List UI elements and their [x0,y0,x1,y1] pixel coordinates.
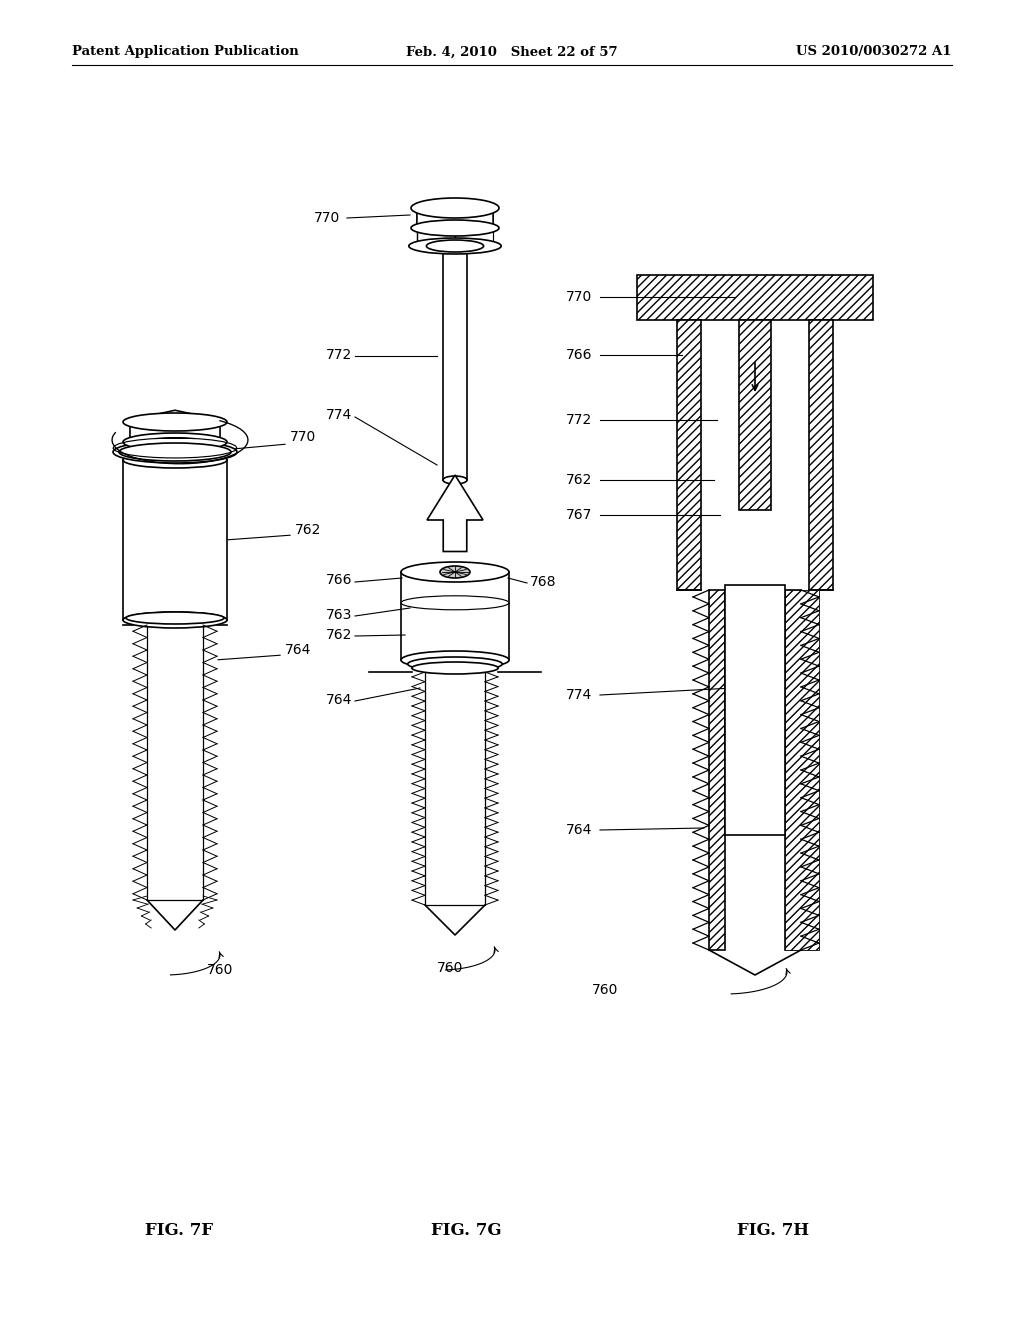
Ellipse shape [401,562,509,582]
Ellipse shape [126,612,224,624]
Text: FIG. 7F: FIG. 7F [145,1222,213,1238]
Text: 760: 760 [592,983,618,997]
Ellipse shape [123,433,227,451]
Text: 770: 770 [313,211,340,224]
Ellipse shape [113,441,237,463]
Ellipse shape [411,220,499,236]
Text: FIG. 7H: FIG. 7H [737,1222,809,1238]
Text: Feb. 4, 2010   Sheet 22 of 57: Feb. 4, 2010 Sheet 22 of 57 [407,45,617,58]
Ellipse shape [412,663,499,675]
Ellipse shape [426,240,483,252]
Text: 766: 766 [565,348,592,362]
Ellipse shape [123,612,227,628]
Text: 767: 767 [565,508,592,521]
Text: 762: 762 [326,628,352,642]
Bar [739,319,771,510]
Polygon shape [417,201,494,235]
Text: 766: 766 [326,573,352,587]
Ellipse shape [440,566,470,578]
Ellipse shape [408,657,502,671]
Text: 760: 760 [207,964,233,977]
Polygon shape [427,475,483,552]
Text: 764: 764 [326,693,352,708]
Text: 774: 774 [326,408,352,422]
Ellipse shape [401,651,509,669]
Bar [637,275,873,319]
Bar [123,459,227,620]
Polygon shape [130,411,220,450]
Bar [785,590,801,950]
Bar [677,319,701,590]
Bar [725,585,785,836]
Text: US 2010/0030272 A1: US 2010/0030272 A1 [797,45,952,58]
Ellipse shape [123,413,227,432]
Bar [709,590,725,950]
Text: 774: 774 [565,688,592,702]
Bar [425,672,485,906]
Text: 770: 770 [290,430,316,444]
Text: 768: 768 [530,576,556,589]
Bar [401,572,509,660]
Ellipse shape [119,444,231,461]
Text: FIG. 7G: FIG. 7G [431,1222,501,1238]
Text: 764: 764 [565,822,592,837]
Ellipse shape [401,595,509,610]
Text: 772: 772 [565,413,592,426]
Ellipse shape [411,198,499,218]
Ellipse shape [409,238,501,253]
Bar [443,252,467,480]
Bar [147,624,203,900]
Bar [785,590,819,950]
Text: 762: 762 [565,473,592,487]
Text: 772: 772 [326,348,352,362]
Text: 760: 760 [437,961,463,975]
Text: 762: 762 [295,523,322,537]
Text: 764: 764 [285,643,311,657]
Text: Patent Application Publication: Patent Application Publication [72,45,299,58]
Ellipse shape [123,451,227,469]
Bar [809,319,833,590]
Text: 770: 770 [565,290,592,304]
Text: 763: 763 [326,609,352,622]
Ellipse shape [443,477,467,484]
